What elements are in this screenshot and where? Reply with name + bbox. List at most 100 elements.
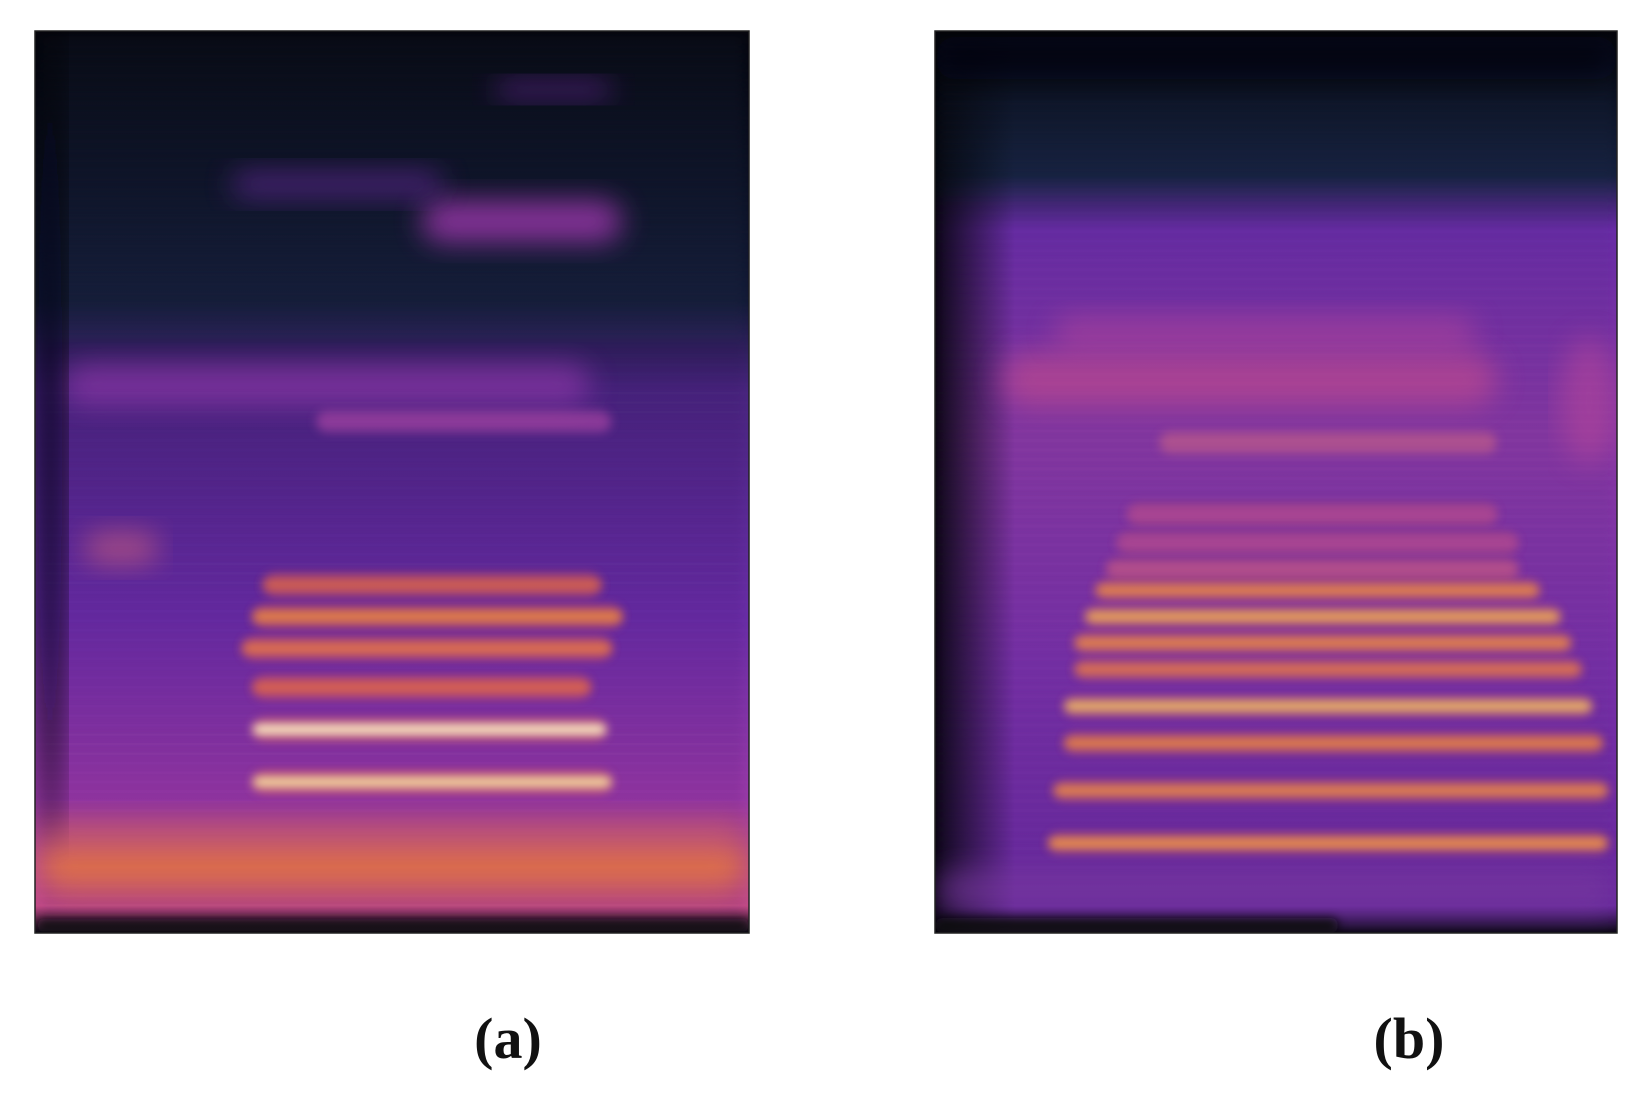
panel-frame	[34, 30, 750, 934]
spectral-band	[42, 476, 744, 481]
spectral-band	[1054, 316, 1476, 348]
spectral-band	[938, 628, 1613, 632]
spectral-band	[42, 163, 744, 168]
spectral-band	[42, 903, 744, 907]
spectral-band	[42, 306, 744, 310]
spectral-band	[242, 642, 612, 654]
spectral-band	[42, 50, 744, 54]
spectral-band	[938, 306, 1613, 310]
spectral-band	[42, 533, 744, 538]
spectral-band	[938, 287, 1613, 291]
spectral-band	[42, 40, 744, 44]
spectral-band	[938, 296, 1613, 300]
spectral-band	[42, 154, 744, 158]
spectral-band	[42, 752, 744, 756]
spectral-band	[42, 277, 744, 281]
spectral-band	[42, 704, 744, 708]
spectral-band	[42, 913, 744, 917]
spectral-band	[938, 106, 1613, 111]
spectral-band	[42, 495, 744, 500]
spectral-band	[938, 249, 1613, 253]
spectral-band	[938, 154, 1613, 158]
spectral-band	[938, 258, 1613, 262]
spectral-band	[1096, 584, 1539, 596]
spectral-band	[938, 97, 1613, 101]
spectral-band	[938, 818, 1613, 822]
spectral-band	[42, 467, 744, 471]
spectral-band	[938, 144, 1613, 149]
spectral-band	[938, 600, 1613, 604]
spectral-band	[231, 171, 443, 198]
spectral-band	[42, 230, 744, 234]
spectral-band	[938, 173, 1613, 177]
spectral-band	[935, 36, 1617, 80]
spectral-band	[252, 776, 612, 788]
spectral-band	[42, 742, 744, 746]
spectral-band	[938, 201, 1613, 206]
spectral-band	[938, 457, 1613, 462]
spectral-band	[42, 211, 744, 215]
spectral-band	[1001, 353, 1497, 406]
spectral-band	[938, 467, 1613, 471]
spectral-band	[938, 723, 1613, 727]
spectral-band	[938, 192, 1613, 196]
spectral-band	[252, 724, 607, 735]
spectral-band	[42, 894, 744, 898]
spectral-band	[1559, 337, 1617, 464]
spectral-band	[938, 808, 1613, 813]
spectral-band	[938, 239, 1613, 243]
spectral-band	[42, 799, 744, 803]
spectral-band	[42, 69, 744, 73]
spectral-band	[938, 495, 1613, 500]
spectral-band	[938, 771, 1613, 775]
spectral-band	[36, 816, 749, 849]
spectral-band	[42, 562, 744, 566]
spectral-band	[42, 334, 744, 338]
spectral-band	[938, 268, 1613, 272]
spectral-band	[263, 579, 601, 591]
spectral-band	[938, 685, 1613, 689]
spectral-band	[1106, 563, 1518, 575]
spectral-band	[42, 125, 744, 130]
spectral-band	[1117, 537, 1518, 549]
spectral-band	[42, 543, 744, 547]
spectral-band	[42, 296, 744, 300]
spectral-band	[938, 913, 1613, 917]
spectral-band	[1075, 637, 1571, 649]
spectral-band	[938, 220, 1613, 224]
spectral-band	[938, 163, 1613, 168]
spectral-band	[1054, 785, 1608, 796]
spectral-band	[42, 249, 744, 253]
spectral-band	[42, 457, 744, 462]
spectral-band	[938, 429, 1613, 433]
spectral-band	[938, 865, 1613, 870]
spectral-band	[84, 532, 159, 564]
spectral-band	[42, 88, 744, 92]
spectral-band	[938, 211, 1613, 215]
spectral-band	[938, 524, 1613, 528]
spectral-band	[42, 628, 744, 632]
spectral-band	[495, 81, 612, 98]
spectral-band	[42, 344, 744, 348]
spectral-band	[42, 268, 744, 272]
spectral-band	[1064, 737, 1603, 749]
spectral-band	[938, 827, 1613, 832]
spectral-band	[42, 78, 744, 82]
spectral-band	[42, 448, 744, 452]
spectral-band	[1075, 664, 1581, 675]
spectral-band	[1064, 700, 1592, 712]
spectral-band	[36, 919, 749, 932]
spectral-band	[938, 78, 1613, 82]
spectral-band	[938, 230, 1613, 234]
spectral-band	[42, 201, 744, 206]
spectral-band	[42, 761, 744, 765]
spectral-band	[42, 315, 744, 319]
spectral-band	[938, 761, 1613, 765]
spectral-band	[1159, 432, 1497, 454]
spectral-band	[42, 486, 744, 490]
spectral-band	[252, 681, 591, 693]
panel-label: (b)	[1374, 1006, 1445, 1071]
spectral-band	[938, 856, 1613, 860]
